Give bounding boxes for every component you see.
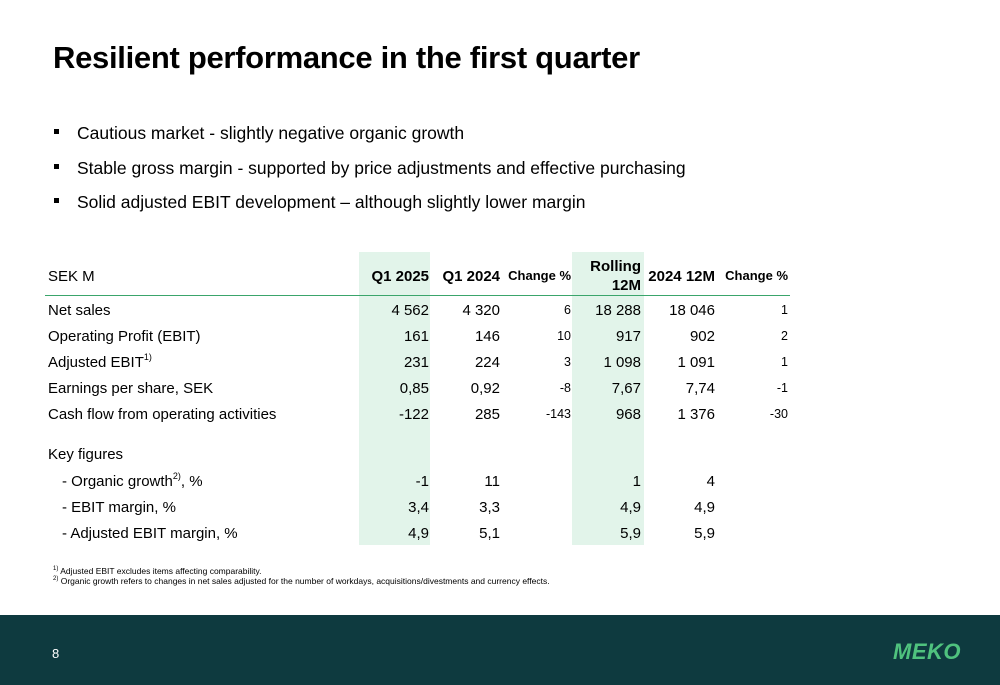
header-q1-2024: Q1 2024: [442, 268, 500, 285]
bullet-square-icon: [54, 129, 59, 134]
table-row: Adjusted EBIT1) 231 224 3 1 098 1 091 1: [48, 352, 788, 372]
header-2024-12m: 2024 12M: [648, 268, 715, 285]
table-row: - Organic growth2), % -1 11 1 4: [62, 471, 715, 491]
bullet-square-icon: [54, 163, 59, 169]
page-number: 8: [52, 646, 60, 661]
table-row: - Adjusted EBIT margin, % 4,9 5,1 5,9 5,…: [62, 525, 715, 542]
q1-2025-column-highlight: [359, 252, 430, 545]
header-change-1: Change %: [508, 268, 571, 283]
meko-logo: MEKO: [893, 639, 961, 664]
bullet-list: Cautious market - slightly negative orga…: [53, 122, 686, 226]
bullet-item: Cautious market - slightly negative orga…: [53, 122, 686, 157]
bullet-square-icon: [54, 198, 59, 203]
table-header: SEK M Q1 2025 Q1 2024 Change % Rolling 1…: [45, 252, 790, 296]
slide-title: Resilient performance in the first quart…: [53, 40, 640, 75]
table-row: Operating Profit (EBIT) 161 146 10 917 9…: [48, 328, 788, 345]
bullet-item: Stable gross margin - supported by price…: [53, 157, 686, 192]
header-change-2: Change %: [725, 268, 788, 283]
footnote: 1) Adjusted EBIT excludes items affectin…: [53, 566, 262, 576]
bullet-item: Solid adjusted EBIT development – althou…: [53, 191, 686, 226]
footnotes: 1) Adjusted EBIT excludes items affectin…: [53, 566, 550, 586]
rolling-12m-column-highlight: [572, 252, 644, 545]
footer-bar: 8 MEKO: [0, 615, 1000, 685]
table-row: Net sales 4 562 4 320 6 18 288 18 046 1: [48, 302, 788, 319]
table-row: - EBIT margin, % 3,4 3,3 4,9 4,9: [62, 499, 715, 516]
table-row: Cash flow from operating activities -122…: [48, 406, 788, 423]
key-figures-heading: Key figures: [48, 446, 124, 463]
header-q1-2025: Q1 2025: [371, 268, 429, 285]
header-sek-m: SEK M: [48, 268, 95, 285]
header-rolling-12m: Rolling 12M: [590, 258, 641, 294]
table-row: Earnings per share, SEK 0,85 0,92 -8 7,6…: [48, 380, 788, 397]
footnote: 2) Organic growth refers to changes in n…: [53, 576, 550, 586]
